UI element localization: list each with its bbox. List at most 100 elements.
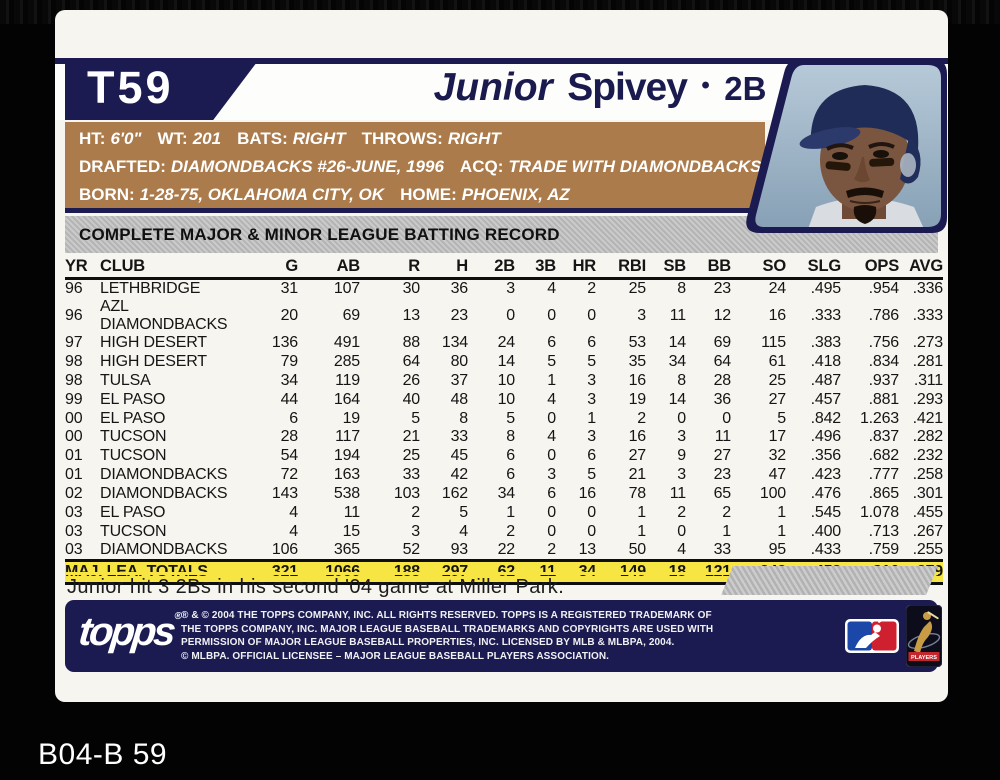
- table-row: 96 LETHBRIDGE 31 107 30 36 3 4 2 25 8 23 24.495.954.…: [65, 278, 943, 298]
- stat-cell: 28: [280, 428, 299, 446]
- stat-cell: 11: [669, 306, 686, 324]
- stat-cell: .267: [912, 522, 944, 540]
- stat-cell: 54: [280, 447, 299, 465]
- stat-cell: 27: [628, 447, 647, 465]
- stat-cell: .255: [912, 541, 944, 559]
- batting-helmet: [810, 85, 919, 149]
- stat-cell: 1: [722, 522, 731, 540]
- mlb-logo: [845, 619, 899, 653]
- stat-cell: 0: [547, 409, 556, 427]
- stat-cell: .487: [810, 371, 842, 389]
- stat-cell: 26: [402, 371, 421, 389]
- legal-line: PERMISSION OF MAJOR LEAGUE BASEBALL PROP…: [181, 637, 675, 649]
- legal-line: © MLBPA. OFFICIAL LICENSEE – MAJOR LEAGU…: [181, 650, 610, 662]
- stat-cell: .842: [810, 409, 842, 427]
- stat-cell: 16: [768, 306, 787, 324]
- stat-cell: 48: [450, 390, 469, 408]
- stat-cell: 8: [677, 371, 686, 389]
- stat-cell: TUCSON: [100, 428, 167, 446]
- stat-cell: 80: [450, 352, 469, 370]
- stat-cell: 35: [628, 352, 647, 370]
- stat-cell: .937: [868, 371, 900, 389]
- table-row: 96 AZL DIAMONDBACKS 20 69 13 23 0 0 0 3 11 12 16 .333…: [65, 298, 943, 334]
- stat-cell: 01: [65, 466, 83, 484]
- col-header: AVG: [899, 256, 943, 280]
- stat-cell: 99: [65, 390, 83, 408]
- stat-cell: 20: [280, 306, 299, 324]
- stat-cell: 6: [587, 333, 596, 351]
- stat-cell: 19: [628, 390, 647, 408]
- table-row: 03 EL PASO 4 11 2 5 1 0 0 1 2 2 1 .545 1.078 .455: [65, 504, 943, 523]
- stat-cell: 0: [587, 503, 596, 521]
- bio-line: BORN: 1-28-75, OKLAHOMA CITY, OK HOME: PHOE…: [79, 181, 765, 209]
- stat-cell: 8: [506, 428, 515, 446]
- stat-cell: EL PASO: [100, 390, 166, 408]
- stat-cell: 1: [637, 522, 646, 540]
- stat-cell: 25: [628, 279, 647, 297]
- stat-cell: .713: [868, 522, 900, 540]
- stat-cell: 64: [402, 352, 421, 370]
- stat-cell: 100: [759, 485, 786, 503]
- divider-line: [65, 208, 938, 213]
- stat-cell: 2: [411, 503, 420, 521]
- players-band-label: PLAYERS: [911, 655, 937, 661]
- stat-cell: .759: [868, 541, 900, 559]
- col-header: SB: [646, 256, 686, 280]
- stat-cell: 61: [768, 352, 787, 370]
- stat-cell: 5: [587, 352, 596, 370]
- stat-cell: 16: [628, 428, 647, 446]
- stat-cell: .293: [912, 390, 944, 408]
- stat-cell: 0: [587, 522, 596, 540]
- stat-cell: 25: [768, 371, 787, 389]
- stat-cell: 23: [450, 306, 469, 324]
- stat-cell: 0: [547, 503, 556, 521]
- stat-cell: 8: [459, 409, 468, 427]
- stat-cell: 14: [668, 333, 687, 351]
- stat-cell: .834: [868, 352, 900, 370]
- stat-cell: 24: [497, 333, 516, 351]
- stat-cell: 34: [280, 371, 299, 389]
- stat-cell: 36: [713, 390, 732, 408]
- stat-cell: 143: [271, 485, 298, 503]
- stat-cell: 365: [333, 541, 360, 559]
- stat-cell: 23: [713, 466, 732, 484]
- stat-cell: 0: [547, 306, 556, 324]
- stat-cell: .336: [912, 279, 944, 297]
- stat-cell: DIAMONDBACKS: [100, 485, 228, 503]
- table-row: 02 DIAMONDBACKS 143 538 103 162 34 6 16 78 11 65 100…: [65, 485, 943, 504]
- stat-cell: 3: [677, 466, 686, 484]
- player-position: 2B: [724, 70, 767, 107]
- stat-cell: 0: [506, 306, 515, 324]
- stat-cell: .476: [810, 485, 842, 503]
- stat-cell: 136: [271, 333, 298, 351]
- stat-cell: .400: [810, 522, 842, 540]
- stat-cell: 6: [547, 333, 556, 351]
- bio-line: HT: 6'0" WT: 201 BATS: RIGHT THROWS: RIGHT: [79, 125, 765, 153]
- stat-cell: 14: [668, 390, 687, 408]
- stat-cell: 162: [441, 485, 468, 503]
- stat-cell: 78: [628, 485, 647, 503]
- stat-cell: .545: [810, 503, 842, 521]
- stat-cell: 15: [342, 522, 361, 540]
- table-row: 01 TUCSON 54 194 25 45 6 0 6 27 9 27 32 .356 .682 .232: [65, 447, 943, 466]
- stat-cell: 10: [497, 371, 516, 389]
- col-header: G: [255, 256, 298, 280]
- stat-cell: 53: [628, 333, 647, 351]
- stat-cell: .496: [810, 428, 842, 446]
- stat-cell: 64: [713, 352, 732, 370]
- stat-cell: 88: [402, 333, 421, 351]
- stat-cell: 0: [677, 522, 686, 540]
- stat-cell: 134: [441, 333, 468, 351]
- stat-cell: 33: [713, 541, 732, 559]
- stat-cell: 4: [677, 541, 686, 559]
- stat-cell: 3: [506, 279, 515, 297]
- stat-cell: 69: [342, 306, 361, 324]
- stat-cell: .423: [810, 466, 842, 484]
- stat-cell: LETHBRIDGE: [100, 279, 201, 297]
- stat-cell: 0: [677, 409, 686, 427]
- stat-cell: 1.078: [859, 503, 899, 521]
- stat-cell: 34: [497, 485, 516, 503]
- stat-cell: 01: [65, 447, 83, 465]
- stat-cell: .433: [810, 541, 842, 559]
